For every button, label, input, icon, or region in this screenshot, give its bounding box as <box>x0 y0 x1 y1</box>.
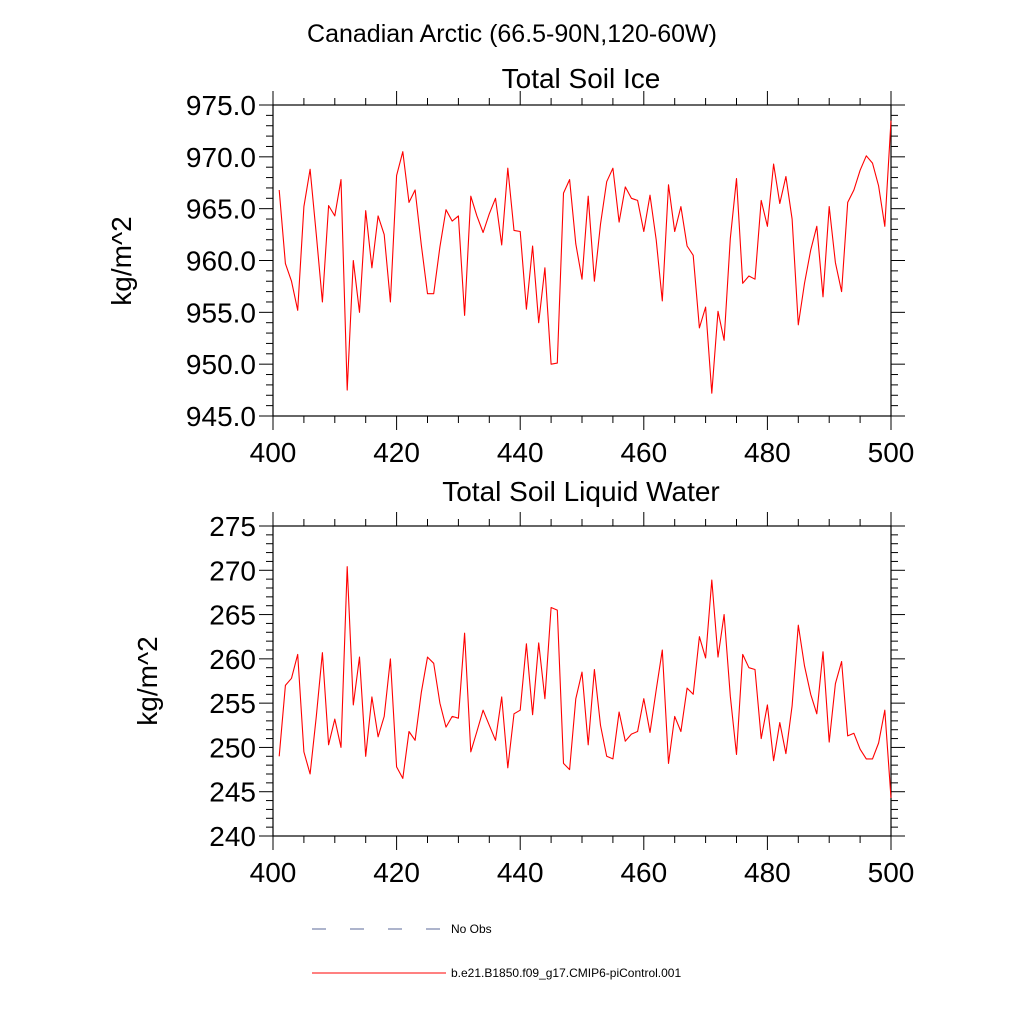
y-tick-label: 270 <box>209 555 256 586</box>
legend-label-model: b.e21.B1850.f09_g17.CMIP6-piControl.001 <box>451 966 681 980</box>
x-tick-label: 480 <box>744 437 791 468</box>
series-line <box>278 566 892 798</box>
plot-area <box>278 566 892 798</box>
x-tick-label: 500 <box>868 437 915 468</box>
x-tick-label: 400 <box>250 437 297 468</box>
y-tick-label: 955.0 <box>186 297 256 328</box>
y-tick-label: 945.0 <box>186 401 256 432</box>
x-tick-label: 460 <box>620 857 667 888</box>
x-tick-label: 400 <box>250 857 297 888</box>
y-tick-label: 965.0 <box>186 194 256 225</box>
panel-total-soil-liquid-water: Total Soil Liquid Water kg/m^2 400 420 440… <box>132 476 914 888</box>
x-tick-label: 440 <box>497 437 544 468</box>
y-tick-label: 255 <box>209 688 256 719</box>
y-axis-label: kg/m^2 <box>106 216 137 305</box>
x-tick-label: 460 <box>620 437 667 468</box>
x-tick-label: 440 <box>497 857 544 888</box>
y-tick-label: 250 <box>209 732 256 763</box>
x-tick-label: 420 <box>373 857 420 888</box>
figure-suptitle: Canadian Arctic (66.5-90N,120-60W) <box>307 20 717 48</box>
legend-label-no-obs: No Obs <box>451 922 492 936</box>
y-axis-label: kg/m^2 <box>132 636 163 725</box>
panel-title: Total Soil Liquid Water <box>442 476 720 507</box>
y-tick-label: 960.0 <box>186 246 256 277</box>
y-tick-label: 275 <box>209 511 256 542</box>
plot-area <box>278 120 892 394</box>
y-tick-label: 260 <box>209 644 256 675</box>
axes: 400 420 440 460 480 500 240 245 250 255 260 265 270 2… <box>209 511 914 888</box>
y-tick-label: 265 <box>209 600 256 631</box>
y-tick-label: 245 <box>209 777 256 808</box>
y-tick-label: 970.0 <box>186 142 256 173</box>
y-tick-label: 240 <box>209 821 256 852</box>
panel-total-soil-ice: Total Soil Ice kg/m^2 400 420 440 460 480 500… <box>106 63 914 468</box>
y-tick-label: 950.0 <box>186 349 256 380</box>
panel-title: Total Soil Ice <box>502 63 661 94</box>
series-line <box>278 120 892 394</box>
x-tick-label: 420 <box>373 437 420 468</box>
x-tick-label: 480 <box>744 857 791 888</box>
axes: 400 420 440 460 480 500 945.0 950.0 955.0 960.0 96… <box>186 90 914 468</box>
y-tick-label: 975.0 <box>186 90 256 121</box>
x-tick-label: 500 <box>868 857 915 888</box>
legend: No Obs b.e21.B1850.f09_g17.CMIP6-piContr… <box>312 922 681 980</box>
